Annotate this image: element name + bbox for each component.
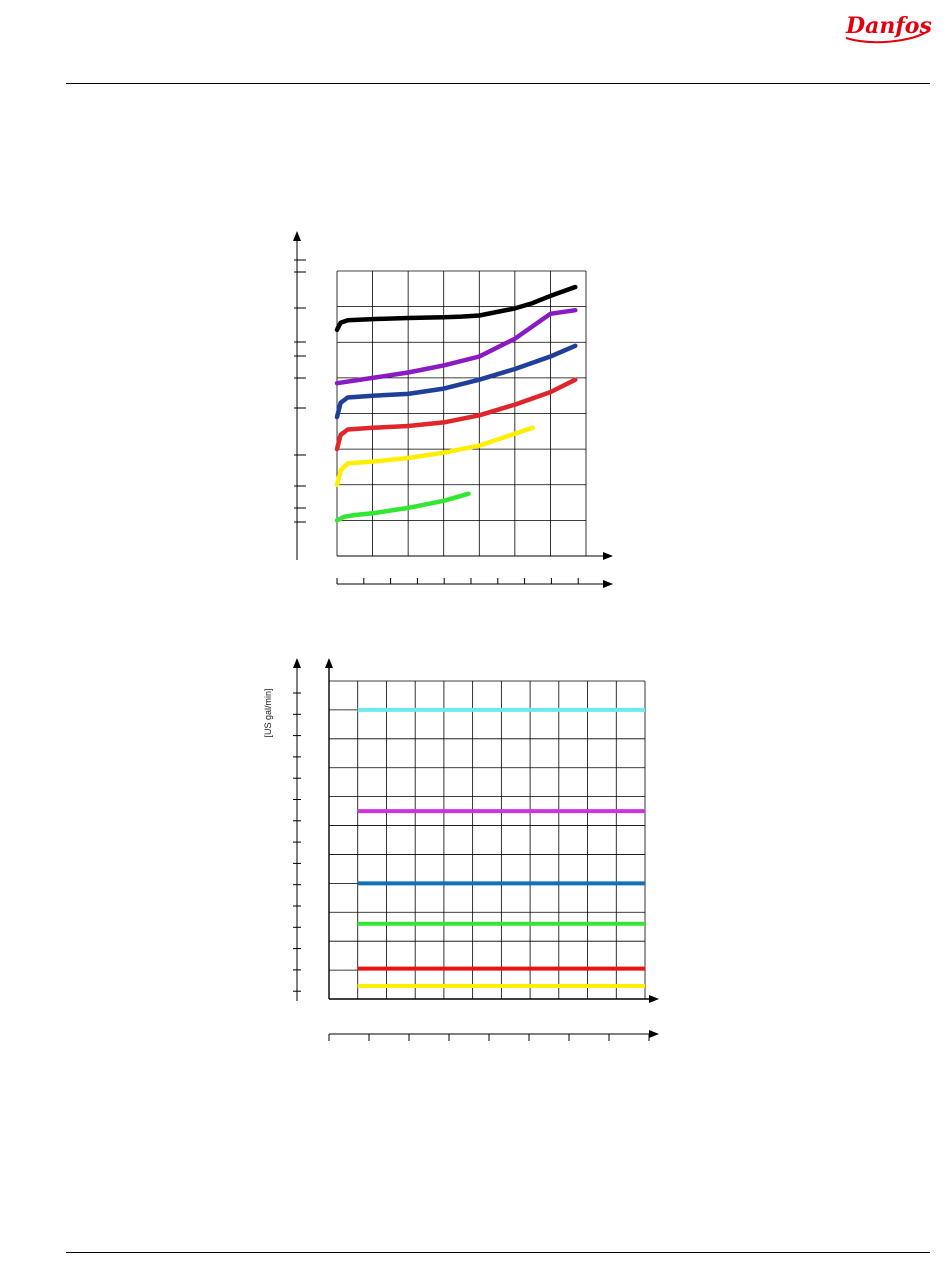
series-line-1 xyxy=(334,284,578,333)
series-line-3 xyxy=(334,343,578,420)
footer-rule xyxy=(66,1252,930,1253)
series-line-5 xyxy=(334,425,535,488)
x-axis-arrow xyxy=(603,552,613,560)
series-line-4 xyxy=(334,377,578,452)
secondary-x-axis-arrow xyxy=(649,1030,659,1038)
series-line-2 xyxy=(334,307,578,386)
y-axis-arrow xyxy=(325,658,333,668)
y-axis-label: [US gal/min] xyxy=(263,688,273,737)
svg-text:Danfoss: Danfoss xyxy=(845,13,932,39)
y-axis-arrow xyxy=(293,231,301,241)
danfoss-logo: Danfoss xyxy=(845,13,932,44)
x-axis-arrow xyxy=(649,995,659,1003)
header-rule xyxy=(66,83,930,84)
secondary-y-axis-arrow xyxy=(293,658,301,668)
secondary-x-axis-arrow xyxy=(603,580,613,588)
series-line-6 xyxy=(334,491,471,523)
